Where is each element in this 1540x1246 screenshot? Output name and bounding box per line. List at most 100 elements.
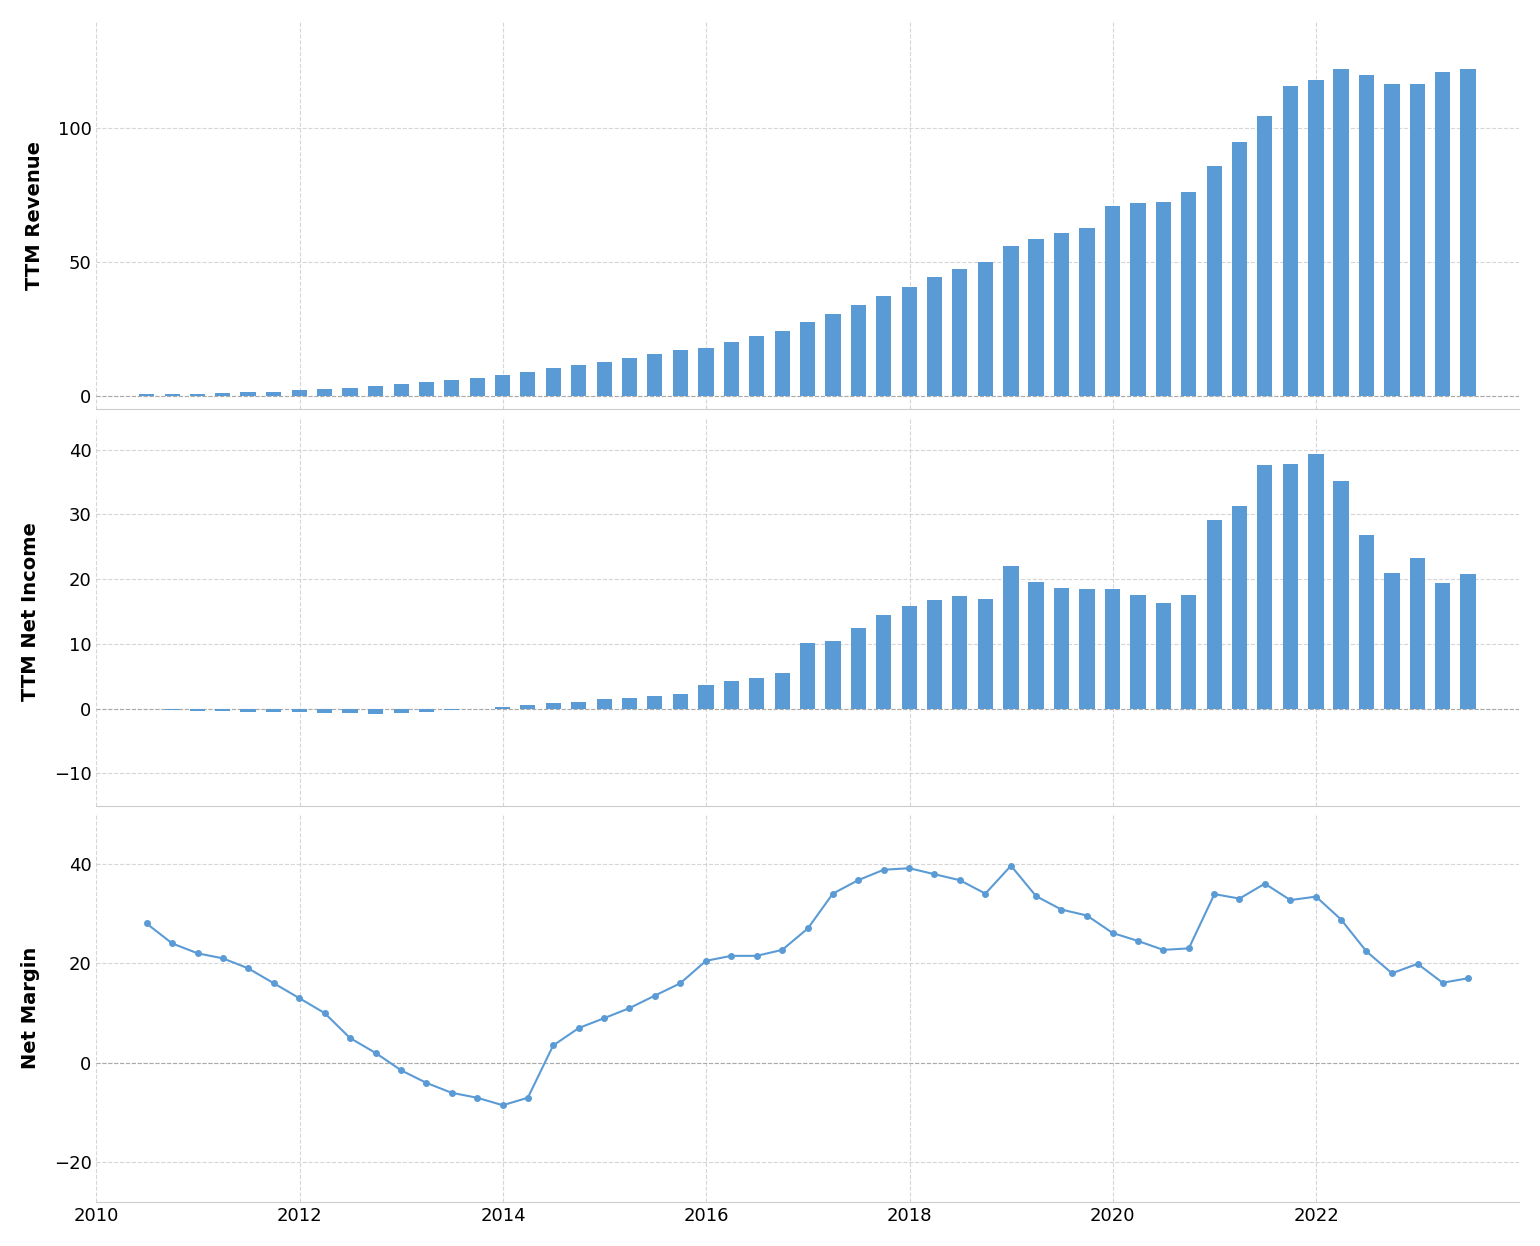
Bar bbox=[521, 705, 536, 709]
Bar bbox=[368, 709, 383, 714]
Bar bbox=[545, 704, 561, 709]
Bar bbox=[673, 350, 688, 396]
Bar bbox=[342, 709, 357, 713]
Bar bbox=[189, 709, 205, 710]
Bar bbox=[1207, 166, 1223, 396]
Bar bbox=[622, 698, 638, 709]
Bar bbox=[698, 685, 713, 709]
Bar bbox=[342, 388, 357, 396]
Bar bbox=[470, 379, 485, 396]
Bar bbox=[825, 314, 841, 396]
Bar bbox=[596, 699, 611, 709]
Bar bbox=[596, 363, 611, 396]
Y-axis label: TTM Revenue: TTM Revenue bbox=[25, 141, 43, 289]
Bar bbox=[291, 709, 306, 711]
Bar bbox=[419, 383, 434, 396]
Bar bbox=[165, 709, 180, 710]
Bar bbox=[419, 709, 434, 711]
Bar bbox=[571, 365, 587, 396]
Bar bbox=[1155, 202, 1170, 396]
Bar bbox=[1004, 247, 1018, 396]
Bar bbox=[266, 391, 282, 396]
Bar bbox=[775, 673, 790, 709]
Bar bbox=[1104, 589, 1120, 709]
Bar bbox=[1053, 233, 1069, 396]
Bar bbox=[1130, 203, 1146, 396]
Bar bbox=[240, 709, 256, 711]
Bar bbox=[1384, 573, 1400, 709]
Bar bbox=[850, 305, 865, 396]
Bar bbox=[317, 709, 333, 713]
Bar bbox=[1053, 588, 1069, 709]
Bar bbox=[698, 348, 713, 396]
Bar bbox=[724, 343, 739, 396]
Bar bbox=[622, 359, 638, 396]
Bar bbox=[647, 695, 662, 709]
Bar bbox=[1155, 603, 1170, 709]
Bar bbox=[724, 680, 739, 709]
Bar bbox=[521, 371, 536, 396]
Bar bbox=[1435, 72, 1451, 396]
Bar bbox=[139, 395, 154, 396]
Bar bbox=[216, 709, 231, 711]
Bar bbox=[801, 321, 816, 396]
Bar bbox=[1283, 86, 1298, 396]
Bar bbox=[545, 369, 561, 396]
Bar bbox=[1460, 574, 1475, 709]
Bar bbox=[496, 375, 510, 396]
Bar bbox=[1411, 83, 1424, 396]
Bar bbox=[1358, 75, 1374, 396]
Bar bbox=[165, 394, 180, 396]
Bar bbox=[775, 331, 790, 396]
Bar bbox=[1309, 80, 1324, 396]
Bar bbox=[902, 606, 916, 709]
Bar bbox=[368, 386, 383, 396]
Bar bbox=[673, 694, 688, 709]
Bar bbox=[1334, 481, 1349, 709]
Bar bbox=[1283, 464, 1298, 709]
Bar bbox=[1309, 454, 1324, 709]
Bar bbox=[1334, 69, 1349, 396]
Bar bbox=[189, 394, 205, 396]
Bar bbox=[1358, 536, 1374, 709]
Bar bbox=[571, 703, 587, 709]
Bar bbox=[444, 709, 459, 710]
Bar bbox=[876, 616, 892, 709]
Bar bbox=[748, 678, 764, 709]
Bar bbox=[927, 277, 942, 396]
Bar bbox=[1080, 228, 1095, 396]
Bar bbox=[927, 599, 942, 709]
Bar bbox=[1029, 582, 1044, 709]
Bar bbox=[952, 596, 967, 709]
Bar bbox=[801, 643, 816, 709]
Y-axis label: Net Margin: Net Margin bbox=[22, 947, 40, 1069]
Bar bbox=[1104, 207, 1120, 396]
Bar bbox=[952, 269, 967, 396]
Bar bbox=[1257, 465, 1272, 709]
Bar bbox=[1435, 583, 1451, 709]
Bar bbox=[647, 354, 662, 396]
Bar bbox=[394, 709, 408, 713]
Bar bbox=[850, 628, 865, 709]
Bar bbox=[748, 336, 764, 396]
Bar bbox=[1257, 116, 1272, 396]
Bar bbox=[1207, 521, 1223, 709]
Bar bbox=[240, 392, 256, 396]
Bar bbox=[978, 262, 993, 396]
Bar bbox=[394, 384, 408, 396]
Bar bbox=[216, 392, 231, 396]
Bar bbox=[1232, 506, 1247, 709]
Bar bbox=[902, 287, 916, 396]
Bar bbox=[266, 709, 282, 711]
Bar bbox=[1004, 566, 1018, 709]
Bar bbox=[291, 390, 306, 396]
Bar bbox=[978, 598, 993, 709]
Bar bbox=[1181, 192, 1197, 396]
Bar bbox=[1181, 596, 1197, 709]
Bar bbox=[1080, 589, 1095, 709]
Bar bbox=[1029, 239, 1044, 396]
Bar bbox=[317, 389, 333, 396]
Bar bbox=[876, 297, 892, 396]
Bar bbox=[444, 380, 459, 396]
Bar bbox=[1460, 69, 1475, 396]
